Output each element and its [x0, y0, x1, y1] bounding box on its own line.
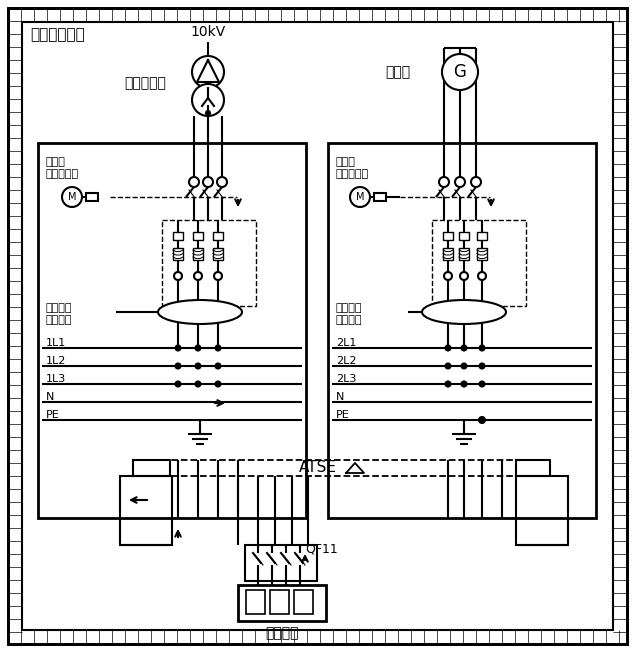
Bar — [238, 585, 326, 621]
Circle shape — [62, 187, 82, 207]
Ellipse shape — [158, 300, 242, 324]
Text: 发电机: 发电机 — [385, 65, 410, 79]
Circle shape — [462, 346, 467, 351]
Circle shape — [442, 54, 478, 90]
Text: 1L1: 1L1 — [46, 338, 66, 348]
Bar — [246, 590, 265, 614]
Text: 1L3: 1L3 — [46, 374, 66, 384]
Text: 用电设备: 用电设备 — [265, 626, 298, 640]
Circle shape — [206, 111, 210, 115]
Circle shape — [479, 417, 485, 423]
Circle shape — [215, 364, 220, 368]
Circle shape — [192, 56, 224, 88]
Circle shape — [175, 346, 180, 351]
Bar — [443, 232, 453, 240]
Bar — [213, 248, 223, 260]
Bar — [443, 248, 453, 260]
Circle shape — [196, 346, 201, 351]
Text: ATSE: ATSE — [299, 460, 337, 475]
Text: 进线断路器: 进线断路器 — [46, 169, 79, 179]
Text: 接地故障: 接地故障 — [46, 303, 72, 313]
Bar — [459, 248, 469, 260]
Text: 变压器: 变压器 — [46, 157, 66, 167]
Circle shape — [478, 272, 486, 280]
Circle shape — [460, 272, 468, 280]
Circle shape — [175, 364, 180, 368]
Text: 接地故障: 接地故障 — [336, 303, 363, 313]
Bar — [459, 232, 469, 240]
Text: N: N — [336, 392, 344, 402]
Text: 2L2: 2L2 — [336, 356, 356, 366]
Bar — [477, 248, 487, 260]
Bar — [162, 220, 256, 306]
Bar — [193, 232, 203, 240]
Text: N: N — [46, 392, 55, 402]
Bar — [38, 143, 306, 518]
Circle shape — [175, 381, 180, 387]
Circle shape — [189, 177, 199, 187]
Circle shape — [174, 272, 182, 280]
Circle shape — [479, 346, 485, 351]
Text: 1L2: 1L2 — [46, 356, 67, 366]
Circle shape — [446, 364, 450, 368]
Circle shape — [196, 381, 201, 387]
Text: M: M — [68, 192, 76, 202]
Circle shape — [350, 187, 370, 207]
Circle shape — [455, 177, 465, 187]
Bar — [516, 476, 568, 545]
Circle shape — [479, 364, 485, 368]
Text: PE: PE — [46, 410, 60, 420]
Text: 电力变压器: 电力变压器 — [124, 76, 166, 90]
Text: 进线断路器: 进线断路器 — [336, 169, 369, 179]
Bar — [328, 143, 596, 518]
Bar — [245, 545, 317, 581]
Bar — [374, 193, 386, 201]
Text: PE: PE — [336, 410, 350, 420]
Circle shape — [479, 381, 485, 387]
Circle shape — [215, 381, 220, 387]
Circle shape — [217, 177, 227, 187]
Bar — [120, 476, 172, 545]
Text: 发电机: 发电机 — [336, 157, 356, 167]
Circle shape — [444, 272, 452, 280]
Bar — [432, 220, 526, 306]
Bar — [173, 232, 183, 240]
Circle shape — [214, 272, 222, 280]
Text: 2L1: 2L1 — [336, 338, 356, 348]
Bar — [294, 590, 313, 614]
Bar — [270, 590, 289, 614]
Bar — [86, 193, 98, 201]
Circle shape — [446, 346, 450, 351]
Circle shape — [471, 177, 481, 187]
Text: G: G — [453, 63, 467, 81]
Text: 2L3: 2L3 — [336, 374, 356, 384]
Circle shape — [215, 346, 220, 351]
Bar — [477, 232, 487, 240]
Bar — [193, 248, 203, 260]
Circle shape — [439, 177, 449, 187]
Text: 电流检测: 电流检测 — [336, 315, 363, 325]
Circle shape — [196, 364, 201, 368]
Circle shape — [462, 381, 467, 387]
Text: 同一座配电所: 同一座配电所 — [30, 27, 84, 42]
Circle shape — [194, 272, 202, 280]
Ellipse shape — [422, 300, 506, 324]
Circle shape — [462, 364, 467, 368]
Text: 10kV: 10kV — [190, 25, 225, 39]
Text: QF11: QF11 — [305, 542, 338, 556]
Circle shape — [446, 381, 450, 387]
Bar — [173, 248, 183, 260]
Text: 电流检测: 电流检测 — [46, 315, 72, 325]
Circle shape — [192, 84, 224, 116]
Bar — [213, 232, 223, 240]
Text: M: M — [356, 192, 364, 202]
Circle shape — [203, 177, 213, 187]
